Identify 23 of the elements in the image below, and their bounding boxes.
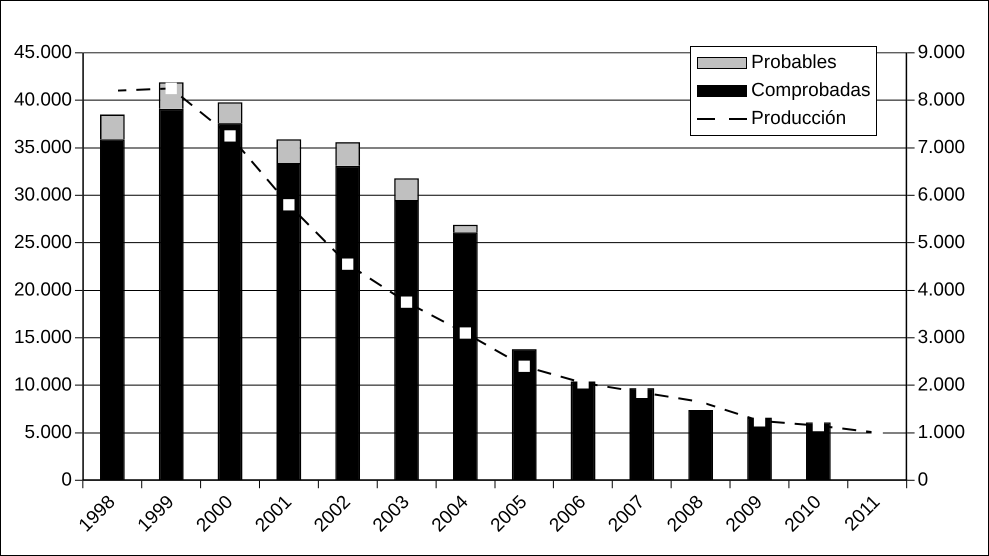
y-tick-label: 30.000: [14, 184, 72, 206]
y2-tick-label: 3.000: [918, 327, 966, 348]
y2-tick-label: 2.000: [918, 374, 966, 396]
y2-tick-label: 0: [918, 469, 928, 490]
y2-tick-label: 1.000: [918, 422, 966, 443]
y-tick-label: 45.000: [14, 42, 72, 64]
y-tick-label: 40.000: [14, 90, 72, 111]
y2-tick-label: 7.000: [918, 137, 966, 158]
y2-tick-label: 8.000: [918, 90, 966, 111]
y-tick-label: 10.000: [14, 374, 72, 396]
legend-label: Probables: [751, 51, 837, 75]
y2-tick-label: 5.000: [918, 232, 966, 253]
y2-tick-label: 6.000: [918, 184, 966, 206]
y-tick-label: 20.000: [14, 280, 72, 300]
y2-tick-label: 9.000: [918, 42, 966, 64]
y-tick-label: 0: [61, 469, 72, 490]
legend-label: Comprobadas: [751, 79, 870, 103]
y2-tick-label: 4.000: [918, 280, 966, 300]
y-tick-label: 15.000: [14, 327, 72, 348]
y-tick-label: 25.000: [14, 232, 72, 253]
y-tick-label: 5.000: [24, 422, 72, 443]
y-tick-label: 35.000: [14, 137, 72, 158]
legend-label: Producción: [751, 107, 846, 131]
